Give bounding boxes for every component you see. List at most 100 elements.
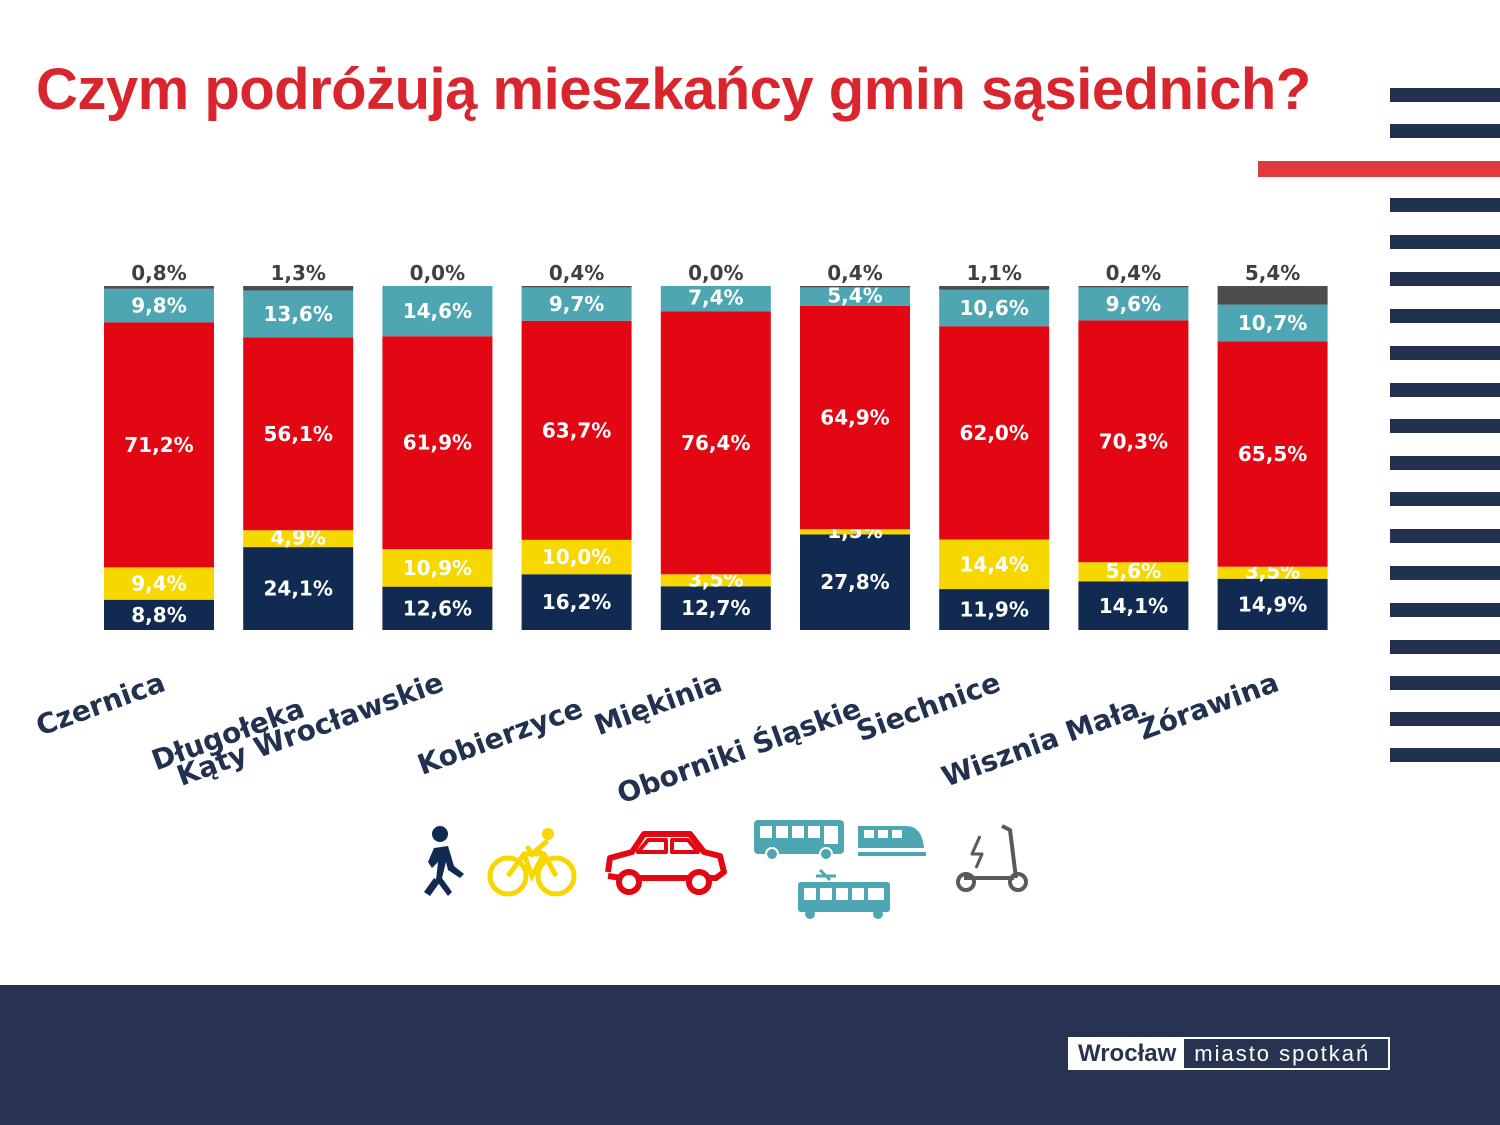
bar-segment [939, 289, 1050, 327]
navy-stripe [1390, 566, 1500, 580]
bar-segment [1217, 304, 1328, 342]
data-label: 10,7% [1238, 311, 1307, 335]
bar-segment [660, 586, 771, 630]
navy-stripe [1390, 88, 1500, 102]
bar-segment [243, 547, 354, 630]
bar-segment [104, 322, 214, 568]
bar-segment [1078, 562, 1189, 582]
data-label: 5,4% [1245, 261, 1300, 285]
data-label: 10,0% [542, 545, 611, 569]
bar-segment [382, 286, 493, 337]
data-label: 1,1% [966, 261, 1021, 285]
navy-stripe [1390, 676, 1500, 690]
bar-segment [521, 574, 632, 630]
bar-segment [939, 539, 1050, 590]
bar-segment [104, 599, 214, 630]
scooter-icon [956, 824, 1028, 892]
bar-segment [521, 539, 632, 575]
bar-segment [382, 586, 493, 630]
footer-bar [0, 985, 1500, 1125]
bar-segment [521, 320, 632, 540]
bar-segment [243, 530, 354, 548]
bar-segment [800, 287, 910, 306]
data-label: 0,8% [131, 261, 186, 285]
data-label: 70,3% [1099, 429, 1168, 453]
data-label: 24,1% [264, 577, 333, 601]
data-label: 7,4% [688, 286, 743, 310]
navy-stripe [1390, 603, 1500, 617]
bar-segment [104, 567, 214, 600]
data-label: 9,7% [549, 292, 604, 316]
navy-stripe [1390, 383, 1500, 397]
data-label: 0,4% [827, 261, 882, 285]
bar-segment [104, 286, 214, 289]
bar-segment [521, 286, 632, 288]
bar-segment [382, 336, 493, 550]
data-label: 11,9% [960, 598, 1029, 622]
data-label: 13,6% [264, 302, 333, 326]
navy-stripe [1390, 748, 1500, 762]
data-label: 14,1% [1099, 594, 1168, 618]
data-label: 14,4% [960, 552, 1029, 576]
bar-segment [800, 305, 910, 530]
data-label: 61,9% [403, 431, 472, 455]
navy-stripe [1390, 346, 1500, 360]
data-label: 10,6% [960, 296, 1029, 320]
data-label: 14,9% [1238, 592, 1307, 616]
bar-segment [939, 286, 1050, 290]
navy-stripe [1390, 272, 1500, 286]
bar-segment [1078, 581, 1189, 630]
bar-segment [1078, 320, 1189, 563]
bar-segment [243, 286, 354, 291]
data-label: 8,8% [131, 603, 186, 627]
data-label: 65,5% [1238, 442, 1307, 466]
wroclaw-logo: Wrocław miasto spotkań [1068, 1037, 1391, 1070]
data-label: 1,3% [270, 261, 325, 285]
logo-city: Wrocław [1070, 1039, 1185, 1068]
red-stripe [1258, 161, 1500, 177]
bar-segment [1217, 341, 1328, 567]
stacked-bar-chart: 8,8%9,4%71,2%9,8%0,8%Czernica24,1%4,9%56… [32, 261, 1328, 810]
navy-stripe [1390, 419, 1500, 433]
navy-stripe [1390, 309, 1500, 323]
train-icon [858, 826, 926, 856]
data-label: 5,6% [1106, 559, 1161, 583]
navy-stripe [1390, 198, 1500, 212]
data-label: 9,4% [131, 572, 186, 596]
navy-stripe [1390, 456, 1500, 470]
bar-segment [660, 311, 771, 575]
navy-stripe [1390, 235, 1500, 249]
car-icon [605, 831, 727, 895]
bar-segment [800, 534, 910, 630]
bar-segment [800, 529, 910, 535]
logo-tagline: miasto spotkań [1194, 1041, 1371, 1066]
data-label: 76,4% [681, 431, 750, 455]
data-label: 0,4% [549, 261, 604, 285]
bar-segment [521, 287, 632, 321]
bar-segment [243, 290, 354, 338]
data-label: 10,9% [403, 556, 472, 580]
navy-stripe [1390, 492, 1500, 506]
bar-segment [1078, 287, 1189, 321]
bar-segment [1217, 566, 1328, 579]
bar-segment [800, 286, 910, 288]
data-label: 0,0% [410, 261, 465, 285]
data-label: 12,6% [403, 596, 472, 620]
data-label: 0,0% [688, 261, 743, 285]
page-title: Czym podróżują mieszkańcy gmin sąsiednic… [36, 57, 1311, 122]
navy-stripe [1390, 712, 1500, 726]
data-label: 62,0% [960, 421, 1029, 445]
data-label: 27,8% [820, 570, 889, 594]
data-label: 64,9% [820, 406, 889, 430]
bar-segment [1217, 286, 1328, 305]
bus-icon [754, 820, 844, 861]
bar-segment [939, 326, 1050, 540]
bicycle-icon [487, 828, 577, 897]
data-label: 5,4% [827, 284, 882, 308]
legend [424, 820, 1028, 919]
navy-stripe [1390, 124, 1500, 138]
data-label: 56,1% [264, 422, 333, 446]
tram-icon [798, 868, 890, 919]
bar-segment [1217, 578, 1328, 630]
